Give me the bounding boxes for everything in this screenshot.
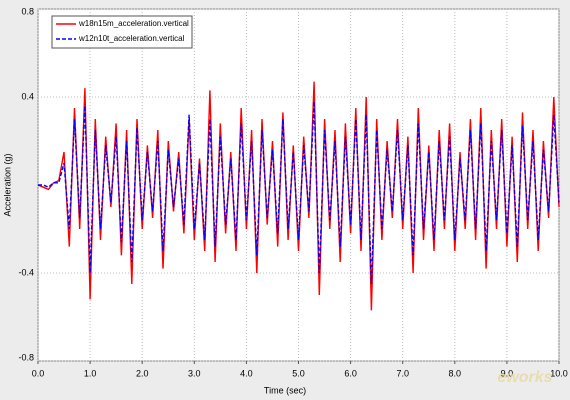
plot-area xyxy=(37,8,560,362)
x-axis-label: Time (sec) xyxy=(264,385,306,395)
watermark: eworks xyxy=(497,369,552,386)
y-tick-label: -0.8 xyxy=(18,352,34,362)
y-tick-label: 0.8 xyxy=(21,6,34,16)
x-tick-label: 6.0 xyxy=(344,368,357,378)
x-tick-label: 2.0 xyxy=(136,368,149,378)
x-tick-label: 3.0 xyxy=(188,368,201,378)
legend-label: w12n10t_acceleration.vertical xyxy=(78,34,185,43)
x-tick-label: 0.0 xyxy=(32,368,45,378)
x-tick-label: 1.0 xyxy=(84,368,97,378)
x-tick-label: 9.0 xyxy=(501,368,514,378)
y-tick-label: -0.4 xyxy=(18,267,34,277)
x-tick-label: 8.0 xyxy=(449,368,462,378)
x-tick-label: 5.0 xyxy=(292,368,305,378)
y-axis-label: Acceleration (g) xyxy=(2,153,12,216)
legend-box xyxy=(51,15,193,49)
x-tick-label: 7.0 xyxy=(396,368,409,378)
x-tick-label: 10.0 xyxy=(550,368,568,378)
x-tick-label: 4.0 xyxy=(240,368,253,378)
series-line xyxy=(38,101,560,285)
y-tick-label: 0.4 xyxy=(21,91,34,101)
legend-label: w18n15m_acceleration.vertical xyxy=(78,19,189,28)
